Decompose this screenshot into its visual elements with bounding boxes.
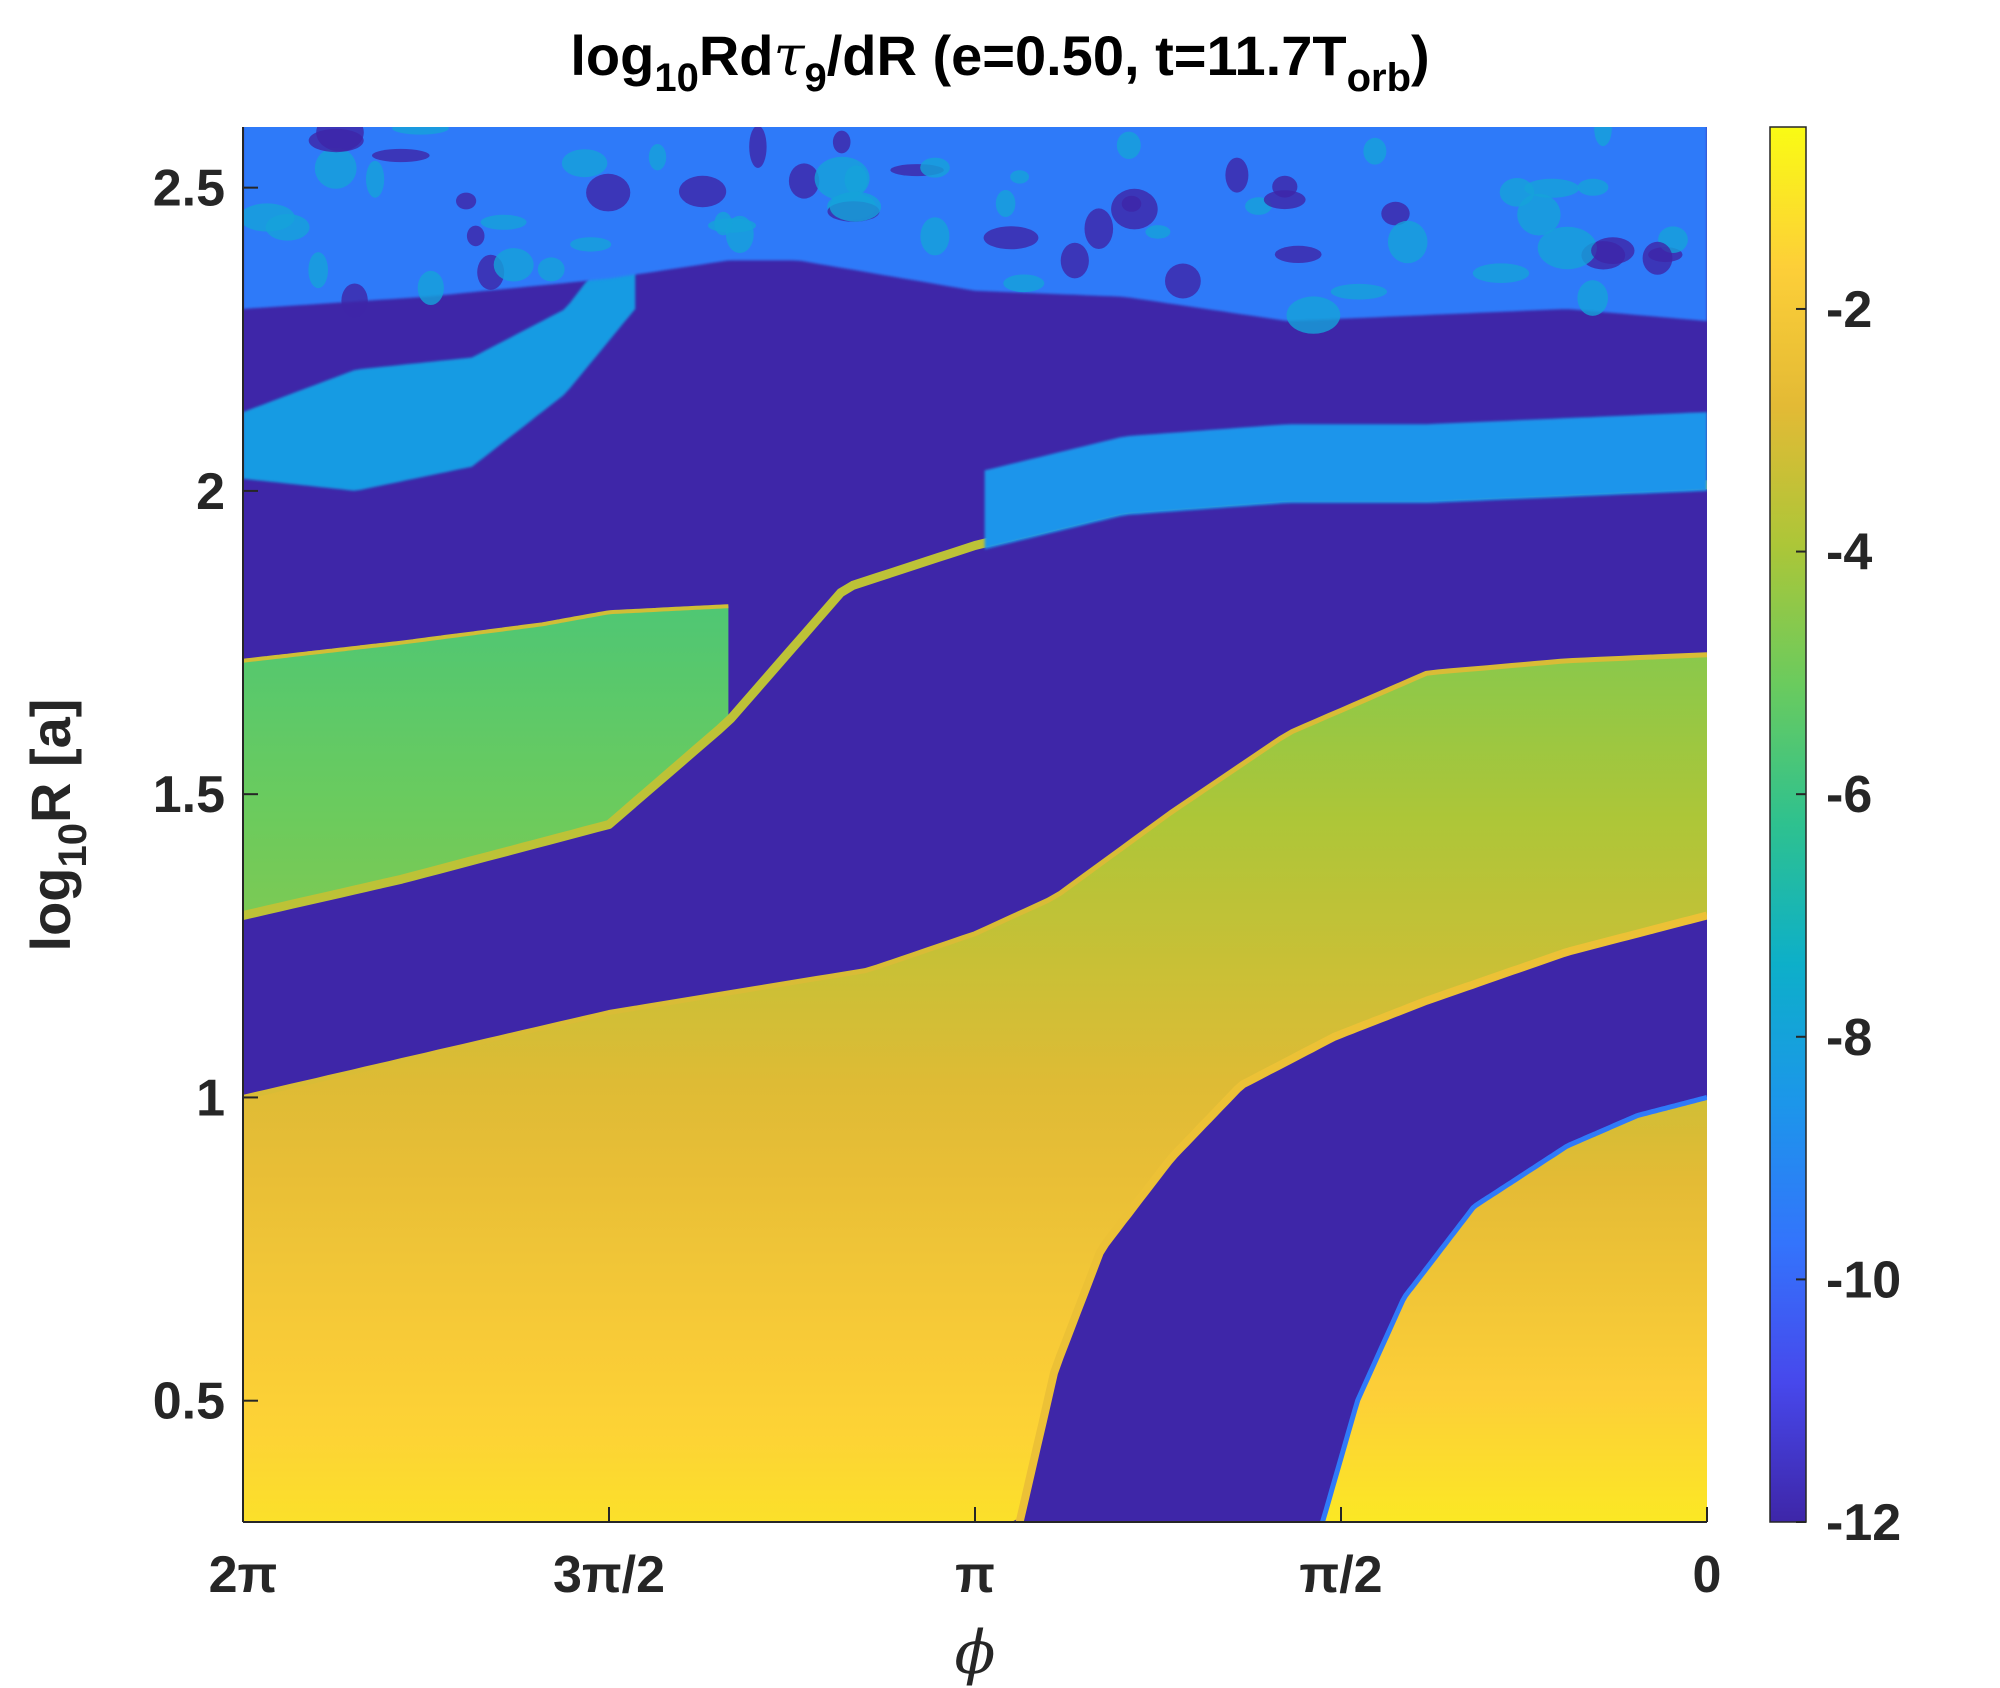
turbulence-blob	[1472, 263, 1530, 284]
turbulence-blob	[1537, 226, 1597, 270]
turbulence-blob	[1111, 188, 1158, 230]
turbulence-blob	[493, 248, 534, 282]
y-tick-label: 2.5	[153, 160, 225, 218]
colorbar-ticks: -12 -10 -8 -6 -4 -2	[1796, 281, 1901, 1552]
spiral-arm-main	[243, 654, 1707, 1522]
turbulence-blob	[366, 160, 385, 198]
turbulence-blob	[1225, 157, 1249, 193]
y-tick-label: 2	[196, 463, 225, 521]
colorbar-tick-label: -2	[1826, 281, 1872, 339]
x-tick-label: π/2	[1299, 1546, 1382, 1604]
turbulence-blob	[1060, 242, 1089, 279]
colorbar-tick-label: -8	[1826, 1009, 1872, 1067]
turbulence-blob	[466, 225, 485, 247]
turbulence-blob	[1517, 193, 1561, 236]
turbulence-blob	[832, 130, 851, 154]
turbulence-blob	[1263, 190, 1306, 210]
x-tick-label: 3π/2	[553, 1546, 665, 1604]
turbulence-blob	[1116, 131, 1141, 159]
x-tick-label: π	[955, 1546, 995, 1604]
turbulence-blob	[243, 203, 295, 232]
shock-line-arm1-inner	[243, 652, 1707, 1100]
spiral-arm-lower-right	[1322, 1097, 1707, 1522]
shock-line-arm0-top	[243, 604, 729, 663]
x-tick-label: 0	[1693, 1546, 1722, 1604]
shock-line-arm2-outer	[1015, 911, 1707, 1522]
turbulence-blob	[570, 237, 612, 252]
turbulence-blob	[372, 148, 430, 163]
turbulence-blob	[749, 127, 767, 168]
turbulence-blob	[1363, 137, 1387, 165]
outer-turbulent-band-right	[984, 412, 1707, 550]
turbulence-blob	[920, 157, 950, 178]
turbulence-blob	[1524, 178, 1580, 198]
turbulence-blob	[788, 163, 820, 199]
y-tick-label: 0.5	[153, 1373, 225, 1431]
colorbar: -12 -10 -8 -6 -4 -2	[1769, 126, 1901, 1552]
spiral-arm-upper-left	[243, 606, 729, 916]
turbulence-blob	[586, 173, 631, 212]
turbulence-blob	[1274, 245, 1322, 263]
turbulence-blob	[537, 257, 565, 282]
chart-title: log10Rdτ9/dR (e=0.50, t=11.7Torb)	[570, 24, 1429, 100]
shock-line-arm2-inner	[1320, 1094, 1707, 1522]
heatmap-layers	[243, 127, 1707, 1522]
colorbar-tick-label: -12	[1826, 1494, 1901, 1552]
turbulence-blob	[316, 127, 364, 152]
turbulence-blob	[1286, 296, 1341, 334]
colorbar-gradient	[1769, 126, 1807, 1523]
heatmap-plot-area	[243, 127, 1707, 1522]
turbulence-blob	[1165, 263, 1201, 299]
turbulence-blob	[308, 252, 329, 289]
turbulence-blob	[417, 270, 444, 305]
turbulence-blob	[679, 175, 727, 208]
y-axis-ticks: 0.5 1 1.5 2 2.5	[153, 160, 258, 1431]
turbulence-blob	[714, 211, 733, 236]
turbulence-blob	[1577, 280, 1608, 316]
turbulence-blob	[648, 144, 667, 171]
y-tick-label: 1	[196, 1069, 225, 1127]
colorbar-tick-label: -4	[1826, 524, 1872, 582]
turbulence-blob	[1003, 274, 1045, 293]
turbulence-blob	[829, 191, 882, 222]
turbulence-blob	[1145, 225, 1171, 239]
turbulence-blob	[1010, 170, 1029, 184]
x-axis-ticks: 2π 3π/2 π π/2 0	[209, 1507, 1722, 1604]
outer-turbulent-band-left	[243, 248, 636, 491]
colorbar-tick-label: -10	[1826, 1251, 1901, 1309]
colorbar-tick-label: -6	[1826, 766, 1872, 824]
turbulence-blob	[1330, 283, 1387, 300]
turbulence-blob	[341, 283, 368, 318]
turbulence-blob	[480, 214, 527, 230]
turbulence-blob	[995, 190, 1016, 217]
turbulence-blob	[1381, 201, 1410, 226]
x-tick-label: 2π	[209, 1546, 278, 1604]
x-axis-label: ϕ	[955, 1618, 996, 1688]
turbulence-blob	[314, 147, 357, 189]
turbulence-blob	[920, 217, 950, 256]
turbulence-blob	[983, 226, 1039, 250]
y-axis-label: log10R [a]	[19, 699, 95, 952]
turbulence-blob	[1577, 178, 1609, 196]
turbulence-blob	[844, 165, 868, 195]
turbulence-blob	[392, 127, 449, 135]
turbulence-blob	[1499, 178, 1535, 207]
turbulence-blob	[1084, 208, 1114, 249]
turbulence-blob	[1594, 127, 1612, 147]
turbulence-blob	[1387, 220, 1428, 264]
turbulence-blob	[1591, 237, 1635, 264]
turbulence-blob	[561, 149, 608, 178]
y-tick-label: 1.5	[153, 766, 225, 824]
upper-turbulent-region	[243, 127, 1707, 322]
turbulence-blob	[456, 192, 477, 210]
turbulence-blob	[1642, 241, 1673, 275]
